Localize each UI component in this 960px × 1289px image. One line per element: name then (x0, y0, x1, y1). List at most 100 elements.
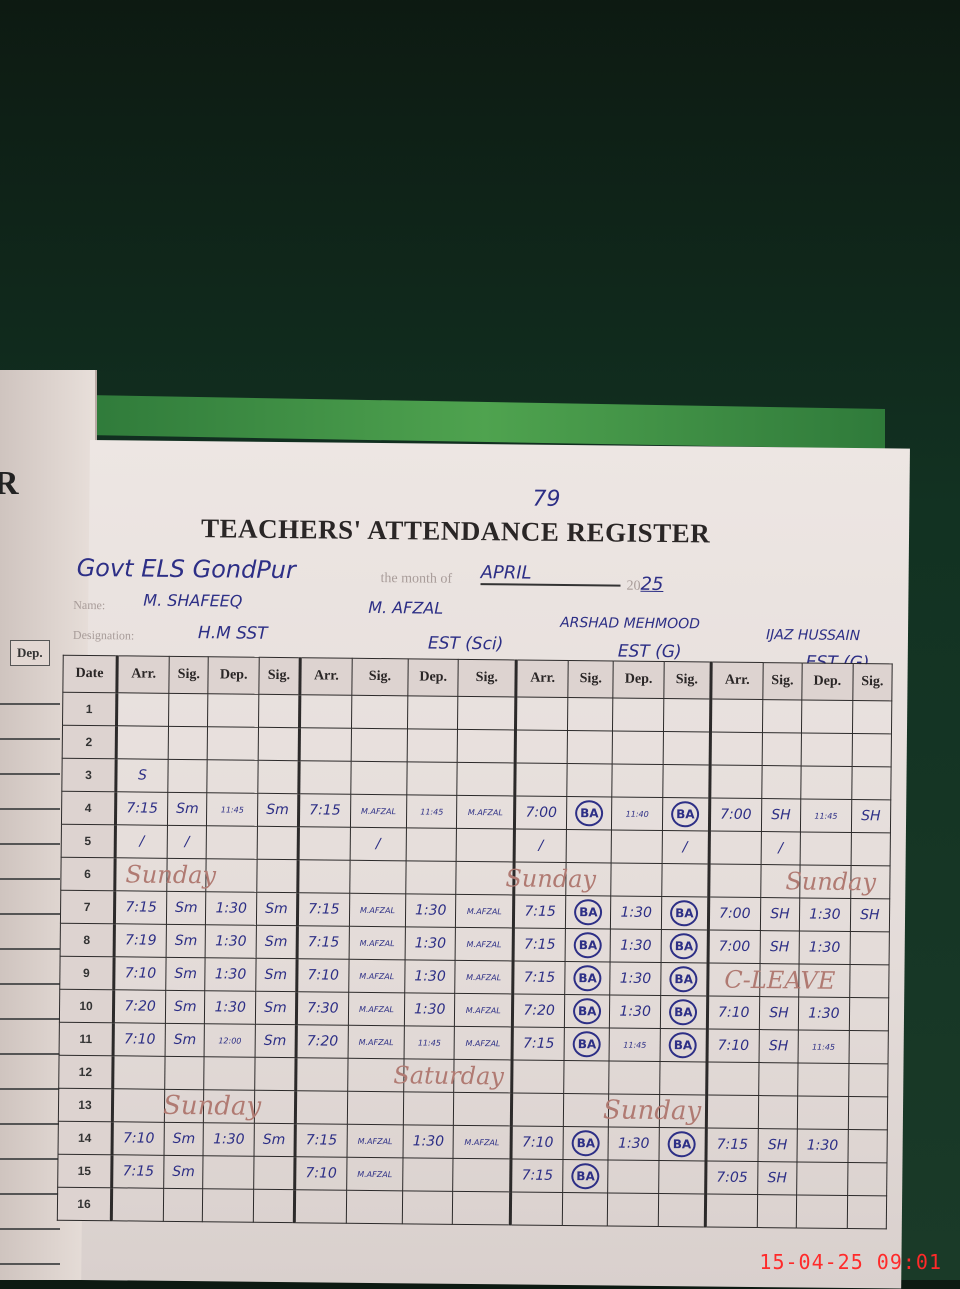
signature-cell: M.AFZAL (350, 794, 407, 828)
attendance-table: Date Arr. Sig. Dep. Sig. Arr. Sig. Dep. Sig. Arr.… (57, 655, 893, 1230)
signature-cell (849, 931, 890, 965)
departure-cell (801, 732, 853, 767)
arrival-cell (510, 1191, 563, 1226)
arrival-cell: 7:15 (296, 925, 350, 960)
departure-cell (798, 963, 850, 998)
signature-cell: M.AFZAL (455, 960, 514, 994)
departure-cell: 12:00 (204, 1023, 256, 1058)
arrival-cell: 7:15 (114, 890, 167, 925)
signature-cell: BA (565, 928, 611, 962)
departure-cell: 1:30 (797, 1128, 848, 1163)
signature-cell (563, 1060, 610, 1094)
date-cell: 5 (61, 824, 116, 858)
signature-cell (663, 731, 711, 766)
signature-cell (759, 963, 800, 997)
arrival-cell: / (514, 828, 567, 863)
arrival-cell (297, 859, 351, 894)
signature-cell: BA (660, 962, 708, 996)
signature-cell: BA (564, 961, 611, 995)
signature-cell (457, 696, 516, 730)
signature-cell (847, 1162, 887, 1196)
arrival-cell: 7:15 (513, 927, 566, 962)
departure-cell: 1:30 (799, 897, 851, 932)
signature-cell: Sm (167, 792, 208, 826)
signature-cell (852, 700, 892, 734)
teacher-3-designation: EST (G) (617, 641, 682, 663)
departure-cell (407, 695, 459, 730)
arrival-cell: 7:10 (296, 958, 349, 993)
header-dep: Dep. (407, 658, 459, 697)
departure-cell (800, 831, 852, 866)
arrival-cell: 7:15 (294, 1123, 348, 1158)
signature-cell (663, 698, 711, 733)
signature-cell (350, 761, 408, 795)
year-suffix: 25 (640, 573, 664, 596)
header-sig: Sig. (762, 662, 803, 700)
signature-cell: M.AFZAL (455, 894, 514, 928)
date-cell: 3 (61, 758, 117, 792)
arrival-cell: 7:15 (510, 1158, 564, 1193)
register-page: 79 TEACHERS' ATTENDANCE REGISTER Govt EL… (57, 440, 910, 1289)
signature-cell (457, 729, 516, 763)
arrival-cell (112, 1055, 166, 1090)
departure-cell: 1:30 (405, 893, 457, 928)
signature-cell (846, 1195, 887, 1229)
arrival-cell (515, 729, 568, 764)
departure-cell: 1:30 (205, 957, 257, 992)
header-dep: Dep. (613, 660, 665, 699)
signature-cell (258, 727, 300, 761)
header-date: Date (62, 655, 118, 693)
signature-cell: SH (759, 996, 799, 1030)
header-arr: Arr. (710, 662, 764, 700)
date-cell: 1 (62, 692, 117, 726)
signature-cell: BA (563, 1126, 609, 1160)
arrival-cell: 7:15 (297, 892, 350, 927)
signature-cell: SH (758, 1029, 799, 1063)
signature-cell (658, 1193, 706, 1227)
signature-initials: BA (669, 933, 699, 960)
departure-cell (206, 825, 258, 860)
date-cell: 11 (59, 1022, 114, 1056)
departure-cell (406, 827, 457, 862)
signature-cell (164, 1089, 205, 1123)
signature-cell (565, 862, 612, 896)
header-sig: Sig. (351, 658, 409, 696)
signature-cell: SH (759, 930, 800, 964)
date-cell: 9 (59, 956, 115, 990)
departure-cell (797, 1095, 849, 1130)
departure-cell (206, 858, 258, 893)
arrival-cell: 7:15 (115, 791, 168, 826)
signature-cell (258, 694, 300, 728)
header-sig: Sig. (258, 657, 300, 695)
signature-cell (253, 1189, 295, 1223)
teacher-2-name: M. Afzal (368, 597, 444, 618)
departure-cell (403, 1058, 455, 1093)
signature-cell (758, 1062, 799, 1096)
signature-cell: SH (757, 1161, 798, 1195)
arrival-cell (298, 760, 352, 795)
header-arr: Arr. (299, 657, 353, 696)
arrival-cell: / (115, 824, 168, 859)
departure-cell: 1:30 (404, 959, 456, 994)
departure-cell: 11:45 (206, 792, 258, 827)
departure-cell (608, 1093, 660, 1128)
signature-cell: SH (760, 897, 800, 931)
arrival-cell (295, 1057, 348, 1092)
arrival-cell (116, 725, 169, 760)
arrival-cell: 7:10 (706, 1028, 760, 1063)
signature-cell (849, 964, 890, 998)
signature-cell (456, 861, 515, 895)
signature-cell: Sm (166, 891, 207, 925)
signature-cell (851, 733, 892, 767)
signature-cell: / (760, 831, 801, 865)
date-cell: 15 (57, 1154, 113, 1188)
signature-cell (848, 1030, 889, 1064)
arrival-cell: 7:15 (512, 1026, 565, 1061)
signature-cell (850, 832, 891, 866)
arrival-cell (114, 857, 168, 892)
signature-cell: / (662, 830, 710, 865)
signature-cell: BA (565, 895, 612, 929)
signature-cell (851, 766, 892, 800)
departure-cell: 1:30 (204, 990, 256, 1025)
departure-cell (203, 1089, 255, 1124)
